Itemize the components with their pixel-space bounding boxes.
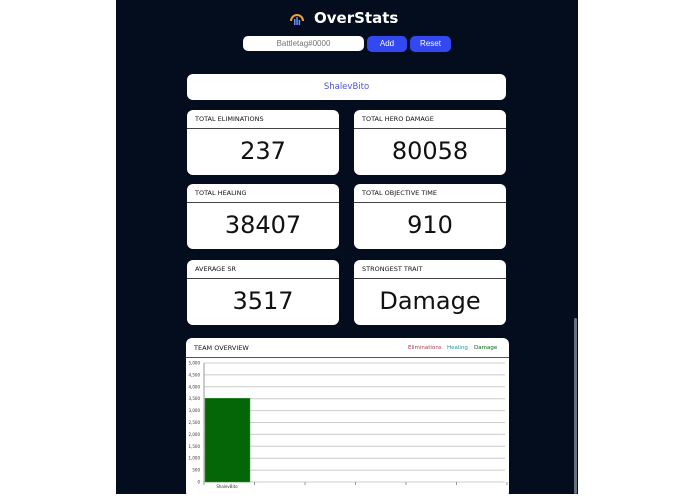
stat-label: AVERAGE SR [187,260,339,279]
stat-card-average-sr: AVERAGE SR 3517 [187,260,339,325]
y-tick-label: 1,000 [189,456,201,461]
x-tick-label: ShalevBito [216,484,238,489]
y-tick-label: 2,000 [189,432,201,437]
y-tick-label: 0 [197,480,200,485]
stat-label: TOTAL OBJECTIVE TIME [354,184,506,203]
stat-card-strongest-trait: STRONGEST TRAIT Damage [354,260,506,325]
y-tick-label: 500 [192,468,200,473]
stat-value: 38407 [224,211,302,239]
stat-label: TOTAL HERO DAMAGE [354,110,506,129]
bar-damage [204,398,251,483]
player-name-tab[interactable]: ShalevBito [187,74,506,100]
y-tick-label: 4,500 [189,372,201,377]
team-overview-card: TEAM OVERVIEW Eliminations Healing Damag… [186,338,509,498]
y-tick-label: 2,500 [189,420,201,425]
stat-label: TOTAL ELIMINATIONS [187,110,339,129]
y-tick-label: 3,000 [189,408,201,413]
stat-card-eliminations: TOTAL ELIMINATIONS 237 [187,110,339,175]
app-title: OverStats [314,9,399,27]
y-tick-label: 3,500 [189,396,201,401]
stat-value: 3517 [232,287,294,315]
stat-label: STRONGEST TRAIT [354,260,506,279]
stat-value: 80058 [391,137,469,165]
team-overview-chart: 0 500 1,000 1,500 2,000 2,500 3,000 3,500 4,000 4… [189,361,508,489]
stat-value: 910 [407,211,453,239]
battletag-input[interactable] [243,36,364,51]
legend-eliminations[interactable]: Eliminations [408,345,442,351]
legend-healing[interactable]: Healing [447,345,468,351]
stat-value: 237 [240,137,286,165]
stat-card-objective-time: TOTAL OBJECTIVE TIME 910 [354,184,506,249]
stat-card-healing: TOTAL HEALING 38407 [187,184,339,249]
add-button[interactable]: Add [367,36,407,52]
stat-card-hero-damage: TOTAL HERO DAMAGE 80058 [354,110,506,175]
gauge-bars-icon [290,14,304,25]
scrollbar[interactable] [574,318,577,494]
y-tick-label: 1,500 [189,444,201,449]
stat-value: Damage [379,287,481,315]
legend-damage[interactable]: Damage [474,345,498,351]
y-tick-label: 4,000 [189,384,201,389]
reset-button[interactable]: Reset [410,36,451,52]
stat-label: TOTAL HEALING [187,184,339,203]
chart-title: TEAM OVERVIEW [194,344,249,352]
y-tick-label: 5,000 [189,361,201,366]
